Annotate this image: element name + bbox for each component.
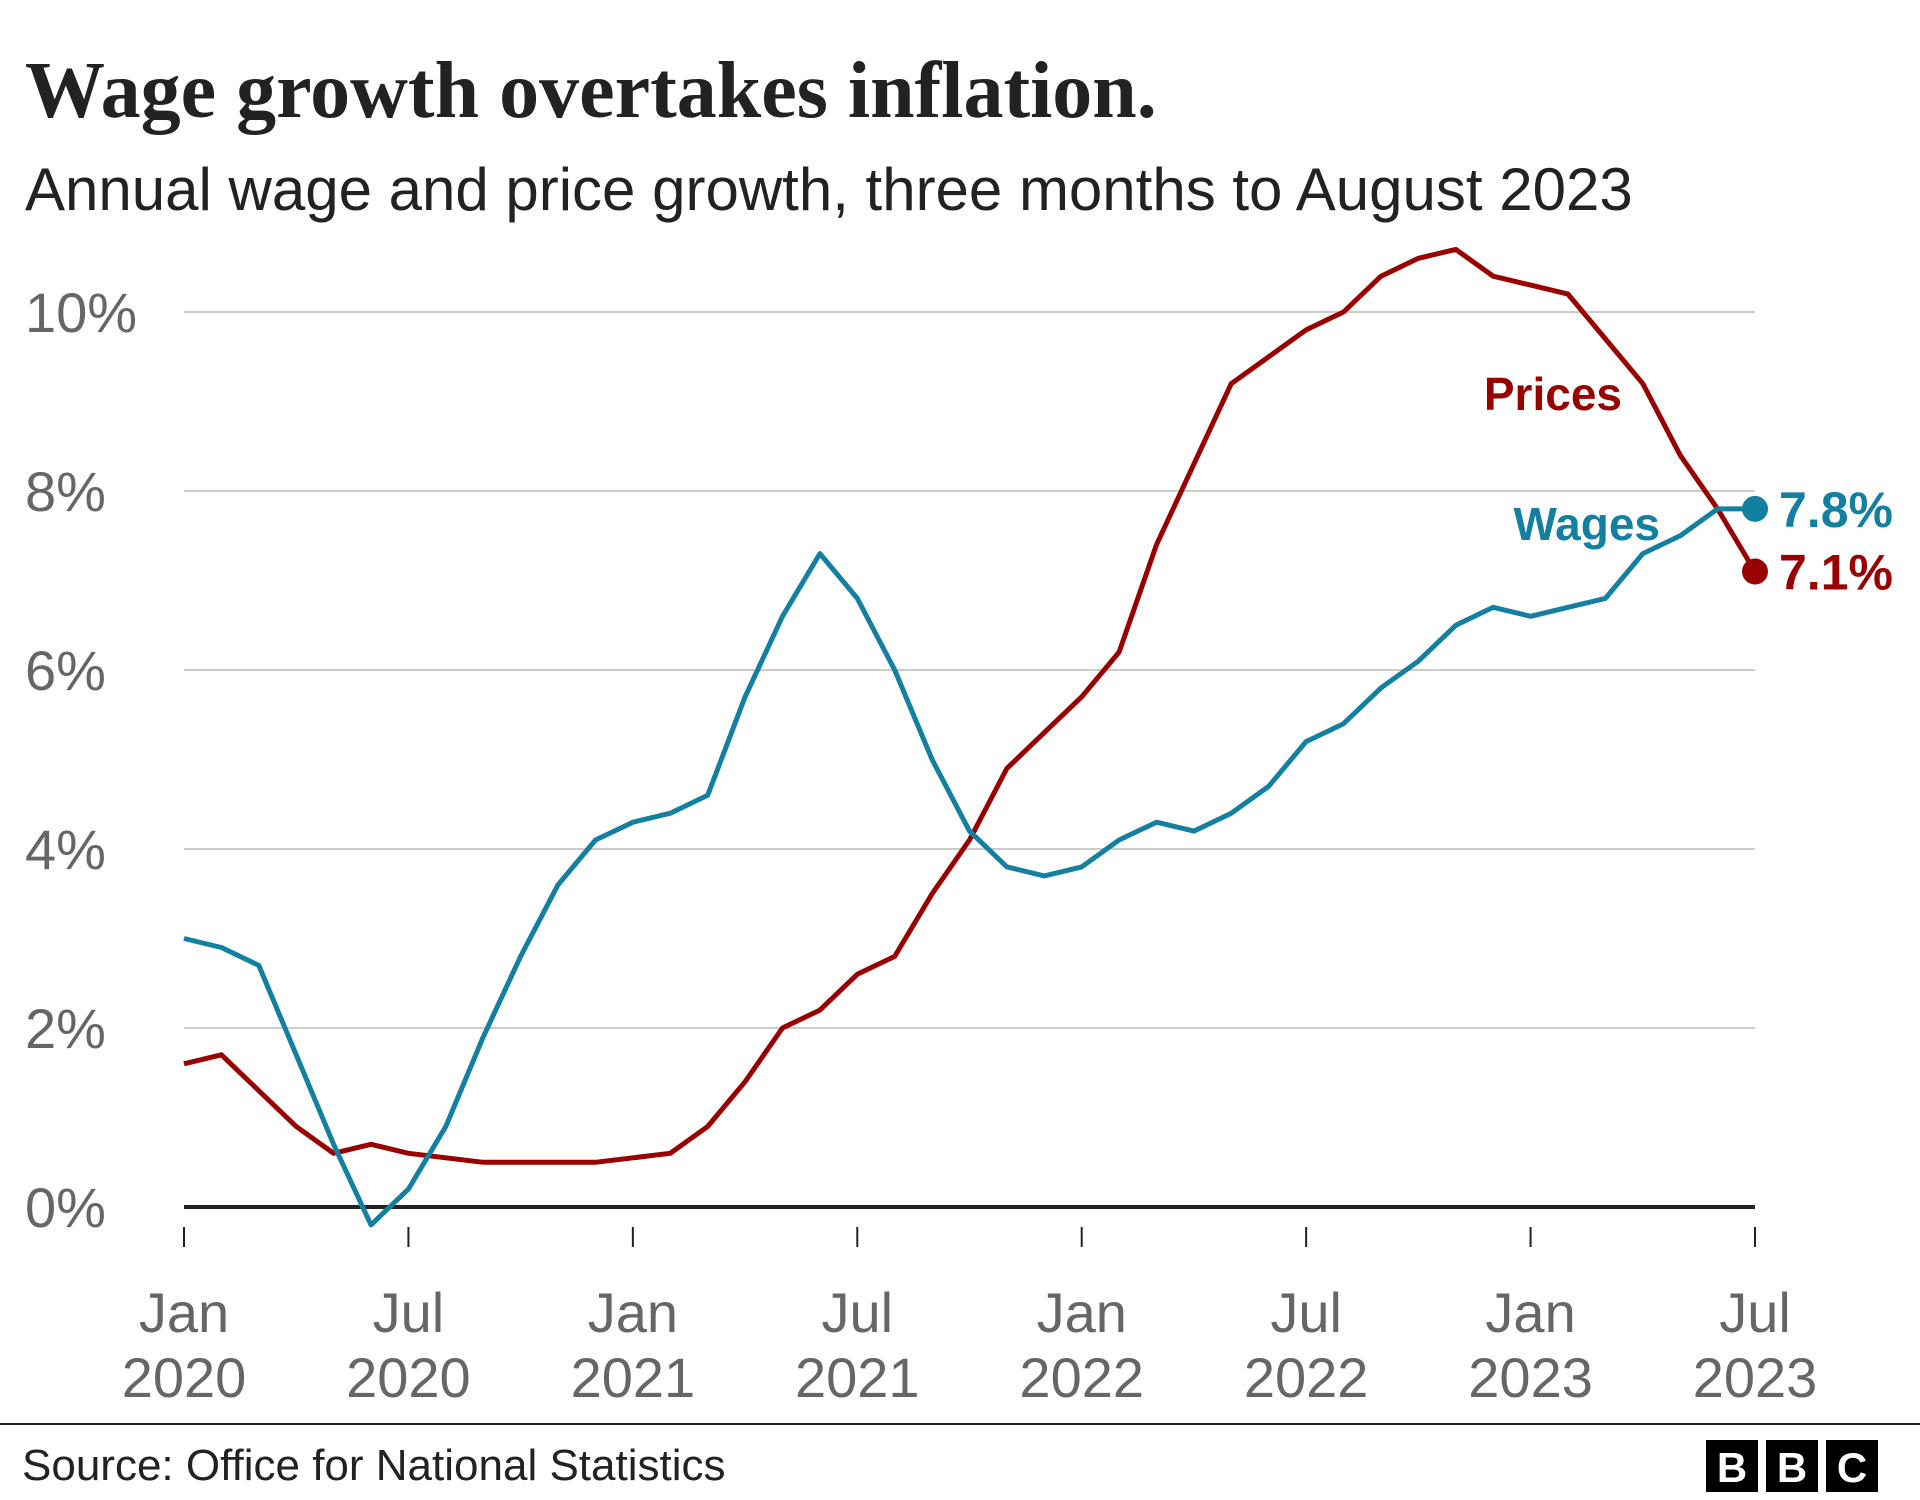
value-label: 7.1% xyxy=(1779,545,1893,601)
logo-letter: C xyxy=(1837,1444,1867,1491)
x-tick-label: Jan xyxy=(139,1281,229,1344)
x-tick-label: Jul xyxy=(373,1281,445,1344)
end-point xyxy=(1742,495,1768,522)
x-tick-label: 2020 xyxy=(122,1346,247,1409)
logo-box xyxy=(1706,1440,1758,1492)
x-tick-label: 2023 xyxy=(1468,1346,1593,1409)
end-point xyxy=(1742,558,1768,585)
x-tick-label: Jan xyxy=(1037,1281,1127,1344)
y-tick-label: 10% xyxy=(25,281,137,344)
x-tick-label: Jan xyxy=(588,1281,678,1344)
x-tick-label: 2021 xyxy=(571,1346,696,1409)
x-tick-label: Jul xyxy=(1270,1281,1342,1344)
chart-subtitle: Annual wage and price growth, three mont… xyxy=(25,156,1633,223)
x-tick-label: 2022 xyxy=(1019,1346,1144,1409)
logo-box xyxy=(1766,1440,1818,1492)
y-tick-label: 4% xyxy=(25,818,106,881)
source: Source: Office for National Statistics xyxy=(22,1441,725,1490)
y-tick-label: 0% xyxy=(25,1176,106,1239)
series-label: Wages xyxy=(1513,498,1660,550)
y-tick-label: 6% xyxy=(25,639,106,702)
chart-title: Wage growth overtakes inflation. xyxy=(25,47,1157,135)
series-label: Prices xyxy=(1484,368,1622,420)
x-tick-label: 2021 xyxy=(795,1346,920,1409)
value-label: 7.8% xyxy=(1779,482,1893,538)
x-tick-label: Jan xyxy=(1485,1281,1575,1344)
series-line xyxy=(183,246,1758,1165)
x-tick-label: 2020 xyxy=(346,1346,471,1409)
logo-letter: B xyxy=(1777,1444,1807,1491)
y-tick-label: 8% xyxy=(25,460,106,523)
logo-box xyxy=(1826,1440,1878,1492)
y-tick-label: 2% xyxy=(25,997,106,1060)
logo-letter: B xyxy=(1717,1444,1747,1491)
x-tick-label: Jul xyxy=(1719,1281,1791,1344)
x-tick-label: 2023 xyxy=(1693,1346,1818,1409)
x-tick-label: 2022 xyxy=(1244,1346,1369,1409)
series-line xyxy=(183,506,1755,1228)
x-tick-label: Jul xyxy=(821,1281,893,1344)
